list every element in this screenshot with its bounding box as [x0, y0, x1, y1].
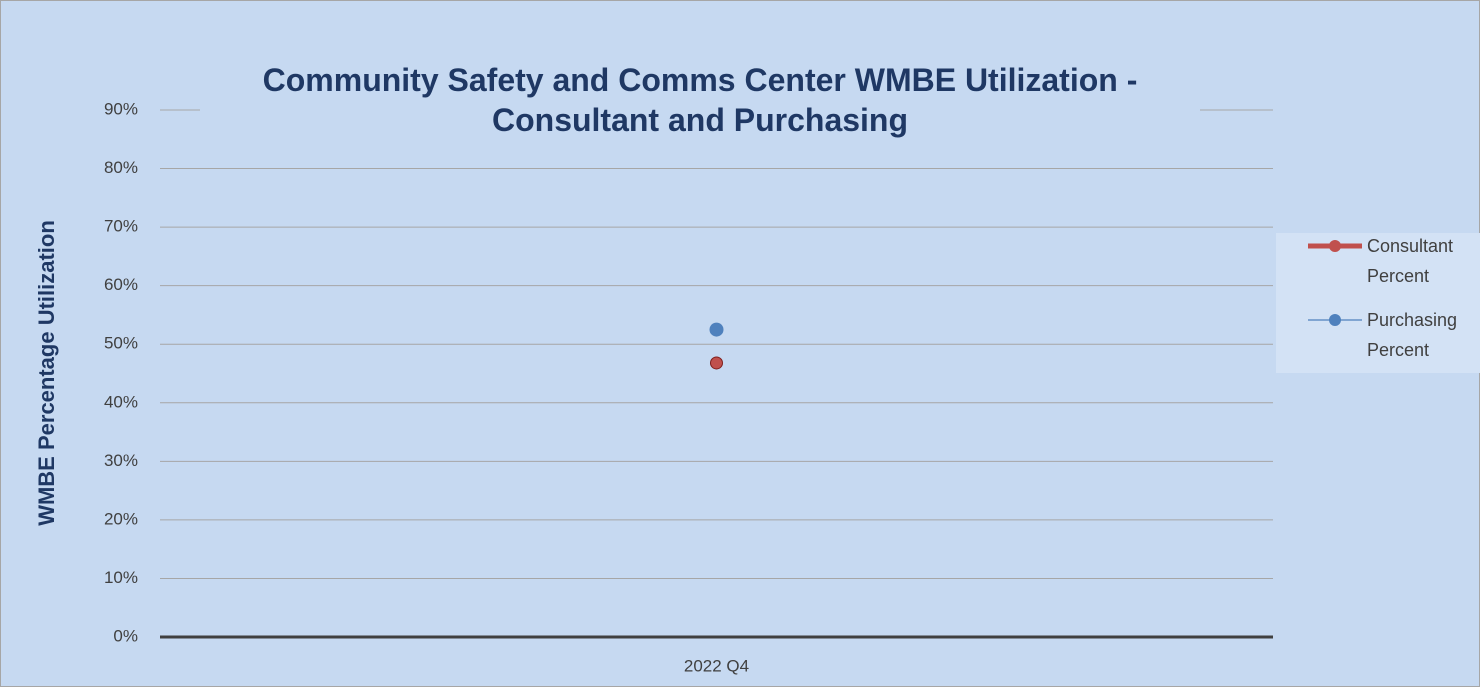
chart-title: Community Safety and Comms Center WMBE U… — [200, 60, 1200, 140]
y-tick-label: 20% — [104, 509, 138, 528]
legend-marker — [1329, 314, 1341, 326]
legend-label: Purchasing Percent — [1367, 310, 1458, 360]
y-tick-label: 30% — [104, 451, 138, 470]
legend-box — [1276, 233, 1480, 373]
legend-label: Consultant Percent — [1367, 236, 1454, 286]
y-tick-label: 90% — [104, 99, 138, 118]
x-tick-label: 2022 Q4 — [684, 656, 749, 675]
data-point — [710, 356, 723, 370]
y-tick-label: 0% — [113, 626, 138, 645]
y-tick-label: 40% — [104, 392, 138, 411]
y-tick-label: 80% — [104, 158, 138, 177]
y-tick-label: 50% — [104, 334, 138, 353]
y-tick-label: 70% — [104, 217, 138, 236]
data-point — [709, 322, 724, 337]
y-axis-label: WMBE Percentage Utilization — [34, 220, 59, 526]
legend-marker — [1329, 240, 1341, 252]
y-tick-label: 10% — [104, 568, 138, 587]
y-tick-label: 60% — [104, 275, 138, 294]
